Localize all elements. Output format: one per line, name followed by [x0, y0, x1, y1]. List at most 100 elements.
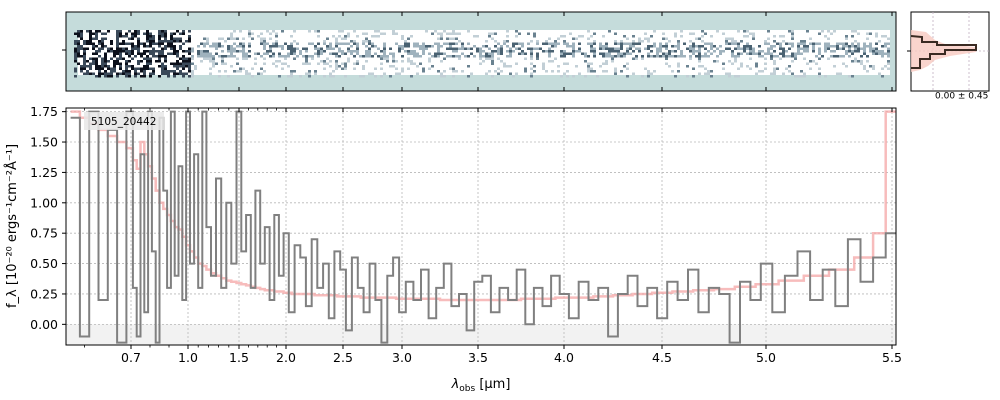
trace-pixel [722, 50, 725, 53]
trace-pixel [455, 47, 458, 50]
trace-pixel [212, 42, 215, 45]
trace-pixel [425, 30, 428, 33]
trace-pixel [374, 67, 377, 70]
trace-pixel [503, 40, 506, 43]
trace-pixel [479, 55, 482, 58]
trace-pixel [176, 60, 179, 63]
trace-pixel [293, 50, 296, 53]
trace-pixel [371, 72, 374, 75]
trace-pixel [605, 70, 608, 73]
trace-pixel [458, 40, 461, 43]
trace-pixel [554, 40, 557, 43]
trace-pixel [737, 30, 740, 33]
trace-pixel [152, 55, 155, 58]
trace-pixel [677, 40, 680, 43]
trace-pixel [833, 50, 836, 53]
trace-pixel [548, 37, 551, 40]
trace-pixel [491, 60, 494, 63]
trace-pixel [845, 52, 848, 55]
trace-pixel [353, 67, 356, 70]
trace-pixel [812, 60, 815, 63]
trace-pixel [416, 42, 419, 45]
trace-pixel [92, 42, 95, 45]
trace-pixel [839, 72, 842, 75]
trace-pixel [251, 32, 254, 35]
trace-pixel [644, 37, 647, 40]
trace-pixel [506, 35, 509, 38]
trace-pixel [608, 47, 611, 50]
trace-pixel [83, 65, 86, 68]
trace-pixel [116, 47, 119, 50]
trace-pixel [626, 67, 629, 70]
trace-pixel [731, 40, 734, 43]
trace-pixel [74, 70, 77, 73]
trace-pixel [845, 42, 848, 45]
trace-pixel [851, 35, 854, 38]
trace-pixel [782, 52, 785, 55]
trace-pixel [329, 65, 332, 68]
trace-pixel [74, 42, 77, 45]
trace-pixel [116, 60, 119, 63]
trace-pixel [413, 42, 416, 45]
trace-pixel [146, 32, 149, 35]
trace-pixel [101, 47, 104, 50]
trace-pixel [719, 52, 722, 55]
trace-pixel [647, 72, 650, 75]
trace-pixel [875, 47, 878, 50]
trace-pixel [695, 37, 698, 40]
trace-pixel [794, 55, 797, 58]
trace-pixel [488, 52, 491, 55]
trace-pixel [524, 52, 527, 55]
trace-pixel [356, 35, 359, 38]
trace-pixel [350, 40, 353, 43]
trace-pixel [335, 42, 338, 45]
trace-pixel [212, 60, 215, 63]
trace-pixel [557, 65, 560, 68]
trace-pixel [320, 47, 323, 50]
trace-pixel [827, 37, 830, 40]
trace-pixel [149, 62, 152, 65]
trace-pixel [590, 45, 593, 48]
trace-pixel [869, 42, 872, 45]
trace-pixel [131, 37, 134, 40]
trace-pixel [662, 52, 665, 55]
trace-pixel [839, 47, 842, 50]
trace-pixel [881, 67, 884, 70]
trace-pixel [593, 47, 596, 50]
trace-pixel [170, 47, 173, 50]
trace-pixel [875, 42, 878, 45]
trace-pixel [749, 47, 752, 50]
trace-pixel [542, 65, 545, 68]
trace-pixel [587, 65, 590, 68]
trace-pixel [374, 52, 377, 55]
trace-pixel [197, 50, 200, 53]
trace-pixel [77, 30, 80, 33]
trace-pixel [83, 57, 86, 60]
trace-pixel [176, 65, 179, 68]
trace-pixel [335, 37, 338, 40]
trace-pixel [230, 32, 233, 35]
trace-pixel [80, 35, 83, 38]
trace-pixel [158, 57, 161, 60]
trace-pixel [548, 60, 551, 63]
trace-pixel [341, 37, 344, 40]
trace-pixel [842, 62, 845, 65]
trace-pixel [149, 60, 152, 63]
trace-pixel [593, 52, 596, 55]
trace-pixel [881, 55, 884, 58]
trace-pixel [107, 47, 110, 50]
trace-pixel [881, 35, 884, 38]
trace-pixel [422, 67, 425, 70]
trace-pixel [167, 75, 170, 78]
trace-pixel [458, 32, 461, 35]
trace-pixel [170, 37, 173, 40]
trace-pixel [605, 52, 608, 55]
trace-pixel [326, 47, 329, 50]
trace-pixel [557, 37, 560, 40]
trace-pixel [89, 30, 92, 33]
trace-pixel [605, 45, 608, 48]
trace-pixel [374, 75, 377, 78]
trace-pixel [278, 60, 281, 63]
trace-pixel [167, 40, 170, 43]
trace-pixel [428, 45, 431, 48]
